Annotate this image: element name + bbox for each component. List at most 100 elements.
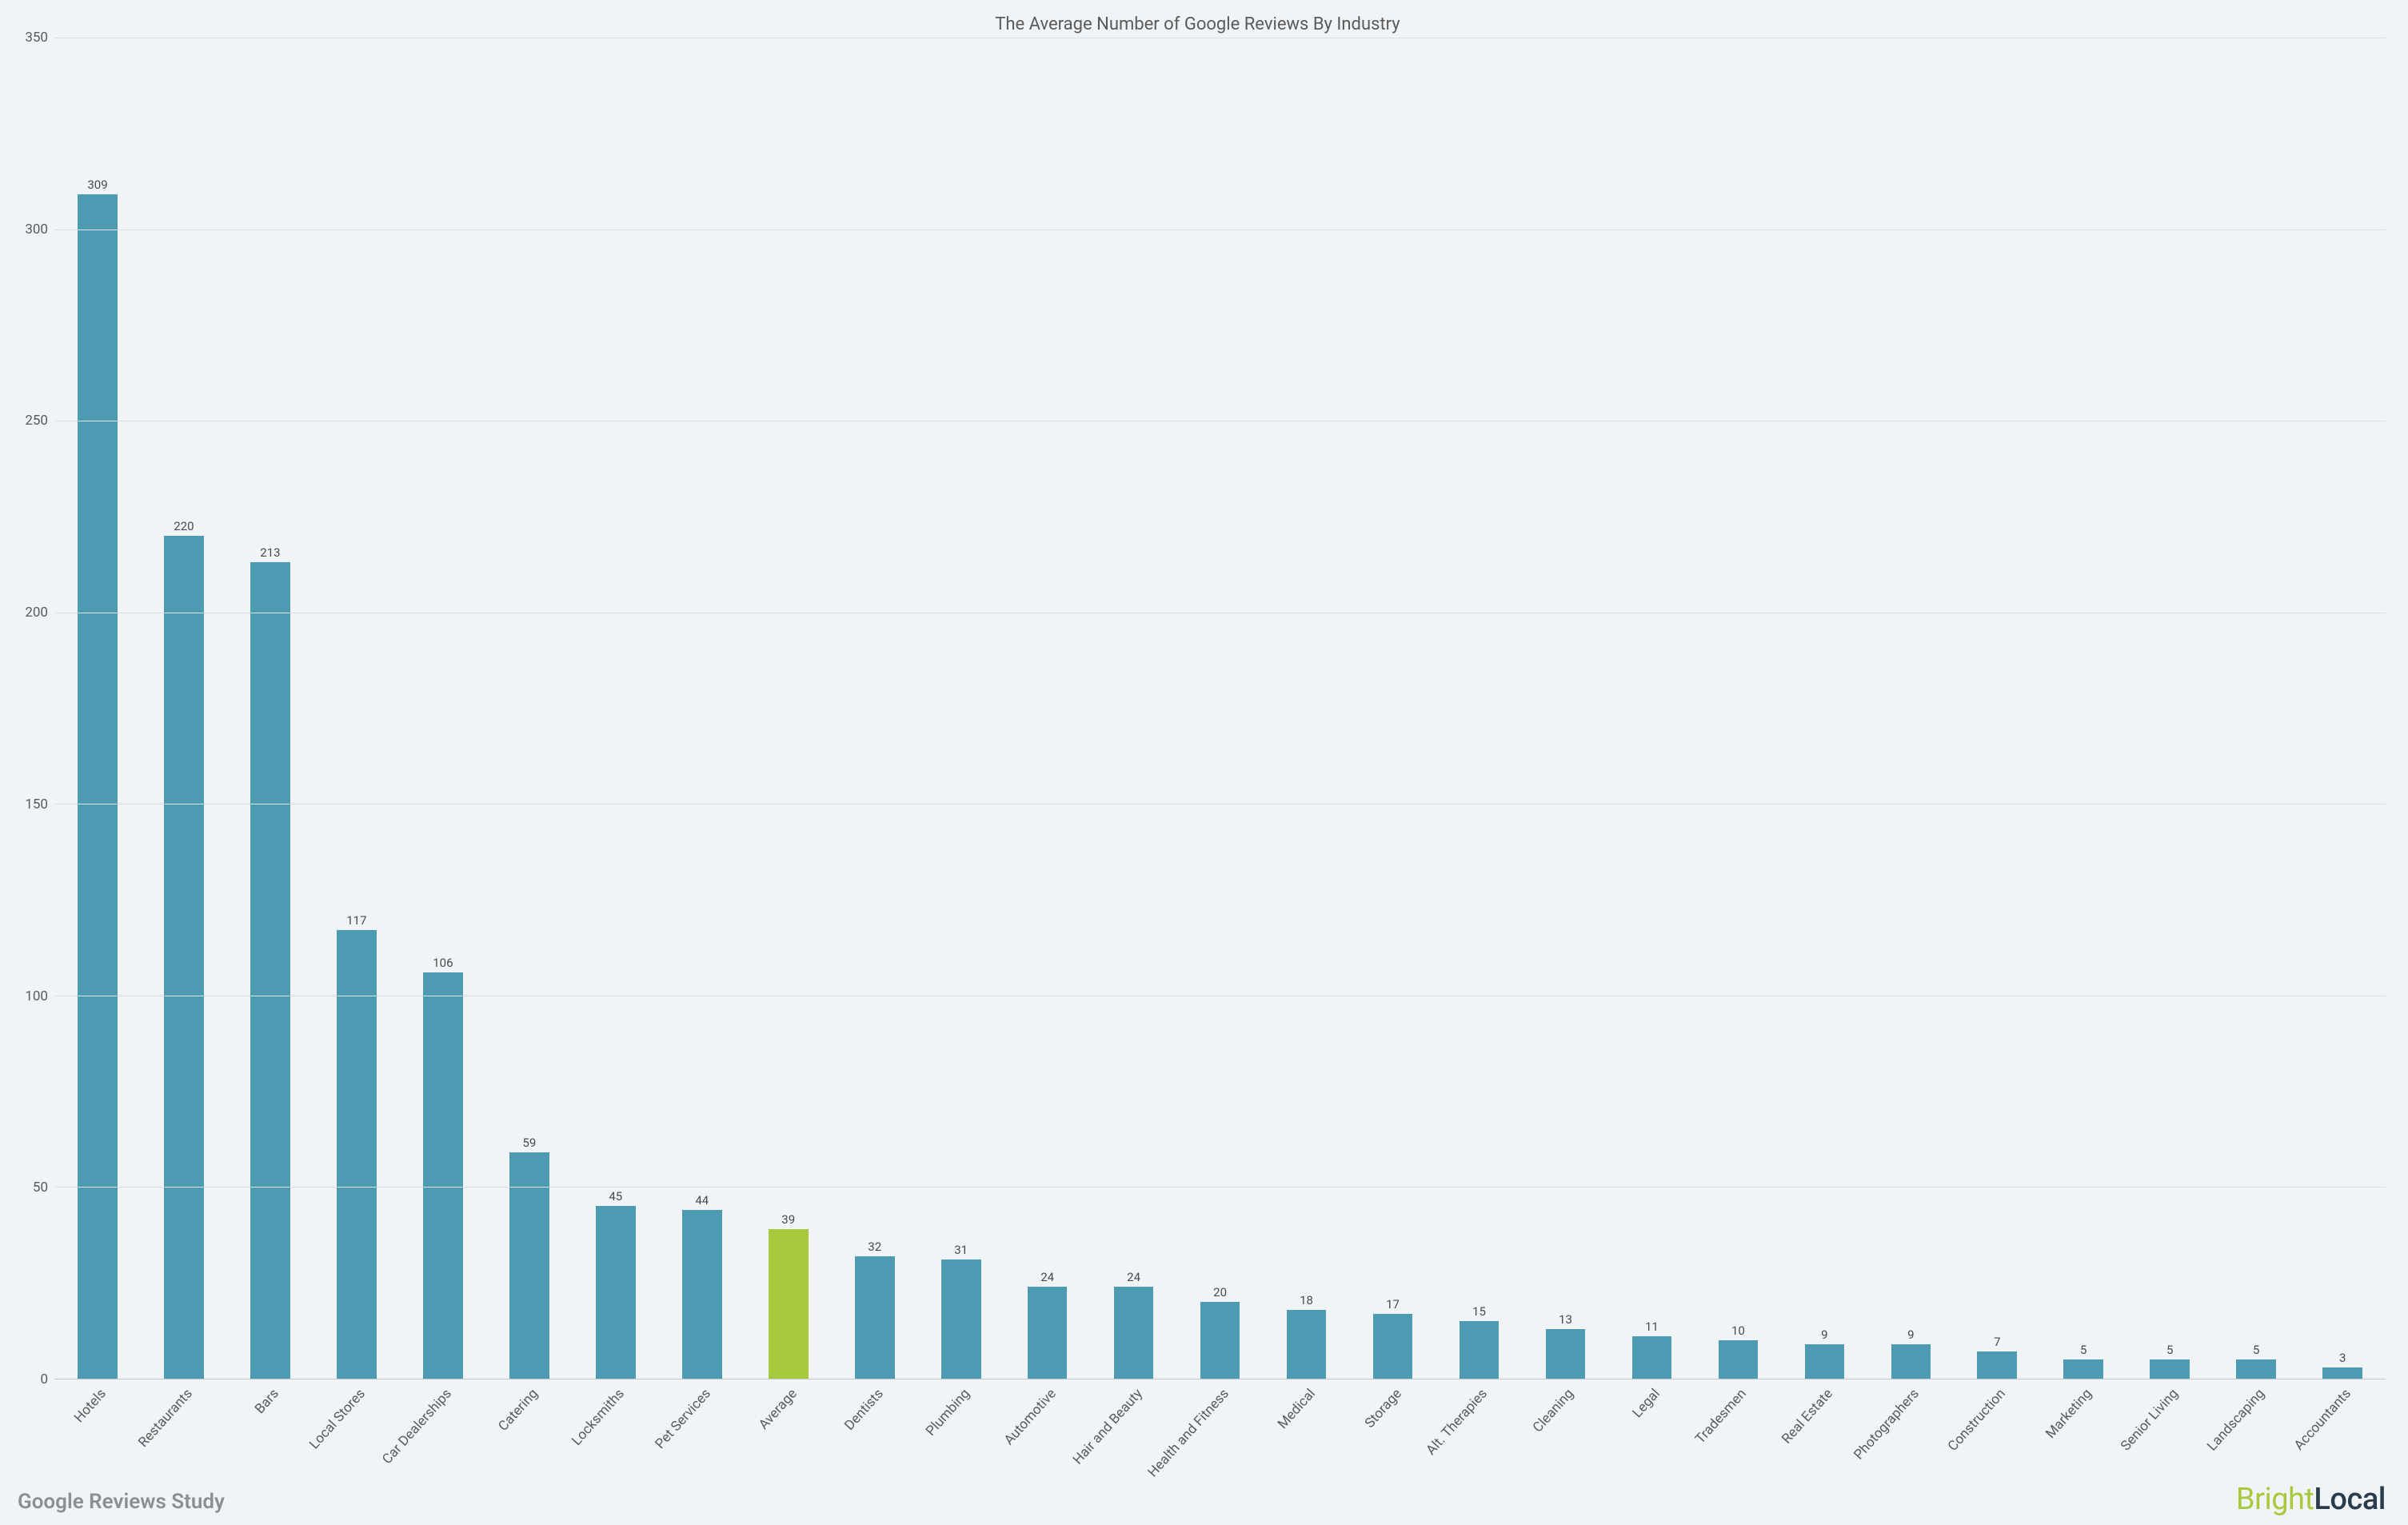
bar-value-label: 309: [87, 178, 107, 192]
bar: [2236, 1359, 2276, 1379]
x-slot: Plumbing: [918, 1379, 1004, 1515]
bar-value-label: 44: [695, 1193, 709, 1208]
bar: [769, 1229, 809, 1379]
bar: [1632, 1336, 1672, 1379]
bar: [1891, 1344, 1931, 1379]
bar-slot: 15: [1436, 38, 1523, 1379]
bar-slot: 20: [1177, 38, 1264, 1379]
bar: [941, 1260, 981, 1379]
bar: [423, 972, 463, 1379]
bar-slot: 7: [1954, 38, 2040, 1379]
bar-slot: 220: [141, 38, 227, 1379]
bar-value-label: 17: [1386, 1297, 1400, 1311]
y-tick-label: 350: [25, 30, 48, 46]
bar-value-label: 13: [1559, 1312, 1572, 1327]
y-axis: 050100150200250300350: [10, 38, 54, 1379]
bar-slot: 9: [1781, 38, 1867, 1379]
gridline: [54, 1187, 2386, 1188]
bar-slot: 10: [1695, 38, 1781, 1379]
bar-value-label: 24: [1127, 1270, 1140, 1284]
bar-slot: 45: [573, 38, 659, 1379]
bar-value-label: 10: [1731, 1323, 1745, 1338]
chart-container: The Average Number of Google Reviews By …: [0, 0, 2408, 1525]
bar-value-label: 24: [1040, 1270, 1054, 1284]
y-tick-label: 100: [25, 988, 48, 1004]
bar: [2063, 1359, 2103, 1379]
x-slot: Average: [745, 1379, 832, 1515]
bar-value-label: 213: [260, 545, 280, 560]
bar-slot: 24: [1004, 38, 1091, 1379]
bar: [1805, 1344, 1845, 1379]
bar-value-label: 45: [609, 1189, 622, 1204]
x-slot: Construction: [1954, 1379, 2040, 1515]
bar-slot: 13: [1522, 38, 1608, 1379]
bar: [855, 1256, 895, 1379]
bar-slot: 18: [1264, 38, 1350, 1379]
bar-slot: 117: [313, 38, 400, 1379]
x-slot: Medical: [1264, 1379, 1350, 1515]
x-slot: Pet Services: [659, 1379, 745, 1515]
bar: [2150, 1359, 2190, 1379]
bar-value-label: 9: [1821, 1327, 1827, 1342]
bar-value-label: 20: [1213, 1285, 1227, 1299]
bar: [1200, 1302, 1240, 1379]
y-tick-label: 300: [25, 222, 48, 238]
bar: [78, 194, 118, 1379]
x-tick-label: Legal: [1630, 1386, 1663, 1421]
x-slot: Car Dealerships: [400, 1379, 486, 1515]
plot-area: 3092202131171065945443932312424201817151…: [54, 38, 2386, 1379]
bar-slot: 24: [1091, 38, 1177, 1379]
bars-layer: 3092202131171065945443932312424201817151…: [54, 38, 2386, 1379]
x-slot: Tradesmen: [1695, 1379, 1781, 1515]
bar: [1977, 1351, 2017, 1379]
x-tick-label: Cleaning: [1530, 1386, 1577, 1435]
x-tick-label: Real Estate: [1779, 1386, 1837, 1447]
bar: [596, 1206, 636, 1379]
bar-slot: 39: [745, 38, 832, 1379]
bar-value-label: 11: [1645, 1319, 1659, 1334]
x-tick-label: Locksmiths: [569, 1386, 628, 1449]
x-tick-label: Automotive: [1000, 1386, 1059, 1448]
bar-value-label: 220: [174, 519, 194, 533]
bar: [1028, 1287, 1068, 1379]
bar-slot: 44: [659, 38, 745, 1379]
x-tick-label: Medical: [1274, 1386, 1318, 1432]
x-slot: Bars: [227, 1379, 313, 1515]
x-tick-label: Average: [756, 1386, 801, 1433]
brand-logo: BrightLocal: [2236, 1482, 2386, 1517]
bar-value-label: 117: [346, 913, 366, 928]
bar-slot: 5: [2126, 38, 2213, 1379]
y-tick-label: 0: [40, 1371, 48, 1387]
bar-slot: 59: [486, 38, 573, 1379]
footer-caption: Google Reviews Study: [18, 1490, 225, 1514]
bar: [682, 1210, 722, 1379]
x-tick-label: Storage: [1361, 1386, 1404, 1431]
bar-value-label: 5: [2253, 1343, 2259, 1357]
bar-slot: 309: [54, 38, 141, 1379]
plot-zone: 050100150200250300350 309220213117106594…: [10, 38, 2386, 1379]
bar-slot: 213: [227, 38, 313, 1379]
bar-slot: 11: [1608, 38, 1695, 1379]
bar: [250, 562, 290, 1379]
x-tick-label: Dentists: [841, 1386, 887, 1434]
x-slot: Senior Living: [2126, 1379, 2213, 1515]
bar-value-label: 5: [2080, 1343, 2087, 1357]
x-slot: Photographers: [1867, 1379, 1954, 1515]
x-tick-label: Hotels: [71, 1386, 110, 1426]
x-slot: Dentists: [832, 1379, 918, 1515]
bar-value-label: 7: [1994, 1335, 2000, 1349]
bar-value-label: 31: [954, 1243, 968, 1257]
x-tick-label: Construction: [1945, 1386, 2009, 1455]
y-tick-label: 150: [25, 796, 48, 812]
bar-value-label: 3: [2339, 1351, 2346, 1365]
bar-slot: 3: [2299, 38, 2386, 1379]
bar-value-label: 39: [781, 1212, 795, 1227]
bar-value-label: 5: [2166, 1343, 2173, 1357]
x-tick-label: Pet Services: [652, 1386, 713, 1452]
bar: [1373, 1314, 1413, 1379]
x-slot: Catering: [486, 1379, 573, 1515]
bar-value-label: 15: [1472, 1304, 1486, 1319]
x-tick-label: Marketing: [2043, 1386, 2095, 1442]
x-slot: Locksmiths: [573, 1379, 659, 1515]
x-tick-label: Restaurants: [135, 1386, 196, 1451]
